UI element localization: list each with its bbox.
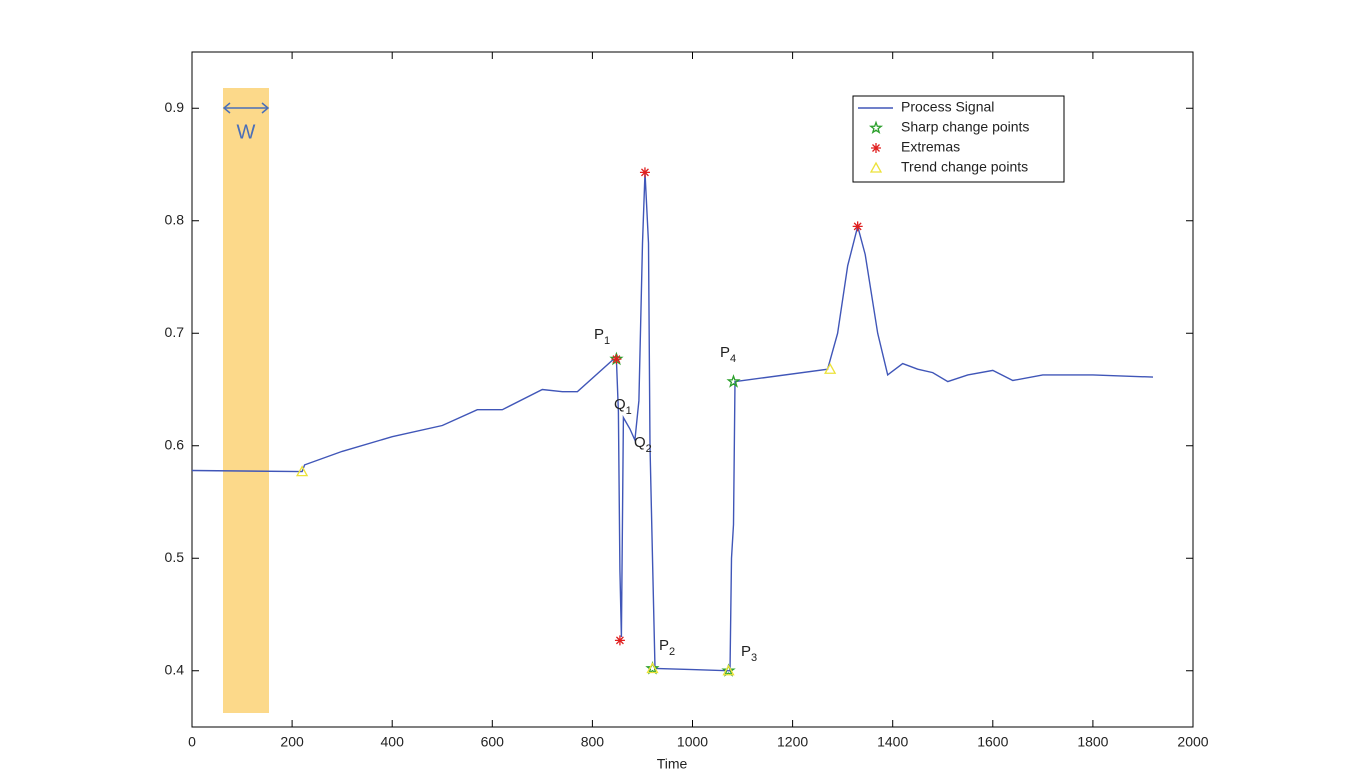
x-tick-label: 1200 — [777, 734, 808, 750]
x-tick-label: 2000 — [1177, 734, 1208, 750]
y-tick-label: 0.4 — [165, 661, 185, 677]
annotation-sub: 1 — [604, 335, 610, 347]
x-tick-label: 1000 — [677, 734, 708, 750]
legend-label: Extremas — [901, 139, 960, 155]
y-tick-label: 0.9 — [165, 99, 185, 115]
x-tick-label: 1600 — [977, 734, 1008, 750]
marker — [852, 221, 863, 232]
point-annotation: P4 — [720, 344, 736, 365]
legend-box — [852, 95, 1065, 183]
x-axis-label: Time — [657, 756, 688, 772]
marker — [824, 362, 837, 374]
marker — [296, 465, 309, 477]
y-tick-label: 0.6 — [165, 436, 185, 452]
annotation-sub: 1 — [626, 405, 632, 417]
annotation-base: P — [659, 637, 669, 654]
legend-label: Sharp change points — [901, 119, 1029, 135]
marker — [721, 663, 736, 677]
annotation-sub: 2 — [646, 443, 652, 455]
y-tick-label: 0.8 — [165, 211, 185, 227]
annotation-base: Q — [614, 396, 626, 413]
x-tick-label: 800 — [581, 734, 605, 750]
y-tick-label: 0.7 — [165, 324, 185, 340]
legend-swatch — [869, 161, 883, 173]
x-tick-label: 0 — [188, 734, 196, 750]
marker — [611, 354, 622, 365]
annotation-sub: 3 — [751, 652, 757, 664]
legend: Process Signal Sharp change points Extrema… — [852, 95, 1065, 183]
x-tick-label: 1400 — [877, 734, 908, 750]
x-tick-label: 600 — [481, 734, 505, 750]
x-tick-label: 1800 — [1077, 734, 1108, 750]
annotation-sub: 4 — [730, 353, 736, 365]
point-annotation: P3 — [741, 643, 757, 664]
signal-line — [191, 172, 1154, 672]
annotation-base: Q — [634, 434, 646, 451]
y-tick-label: 0.5 — [165, 549, 185, 565]
annotation-base: P — [720, 344, 730, 361]
window-band — [223, 88, 269, 713]
point-annotation: Q1 — [614, 396, 632, 417]
point-annotation: P1 — [594, 326, 610, 347]
marker — [639, 167, 650, 178]
legend-swatch — [871, 143, 881, 153]
marker — [726, 374, 741, 388]
marker — [614, 635, 625, 646]
x-tick-label: 400 — [381, 734, 405, 750]
annotation-sub: 2 — [669, 646, 675, 658]
marker — [646, 662, 659, 674]
marker — [645, 661, 660, 675]
legend-label: Process Signal — [901, 99, 994, 115]
point-annotation: Q2 — [634, 434, 652, 455]
window-label: W — [237, 121, 256, 143]
marker — [722, 664, 735, 676]
x-tick-label: 200 — [280, 734, 304, 750]
window-arrow-heads — [222, 102, 270, 114]
point-annotation: P2 — [659, 637, 675, 658]
annotation-base: P — [741, 643, 751, 660]
legend-label: Trend change points — [901, 159, 1028, 175]
legend-swatch — [868, 120, 884, 134]
annotation-base: P — [594, 326, 604, 343]
